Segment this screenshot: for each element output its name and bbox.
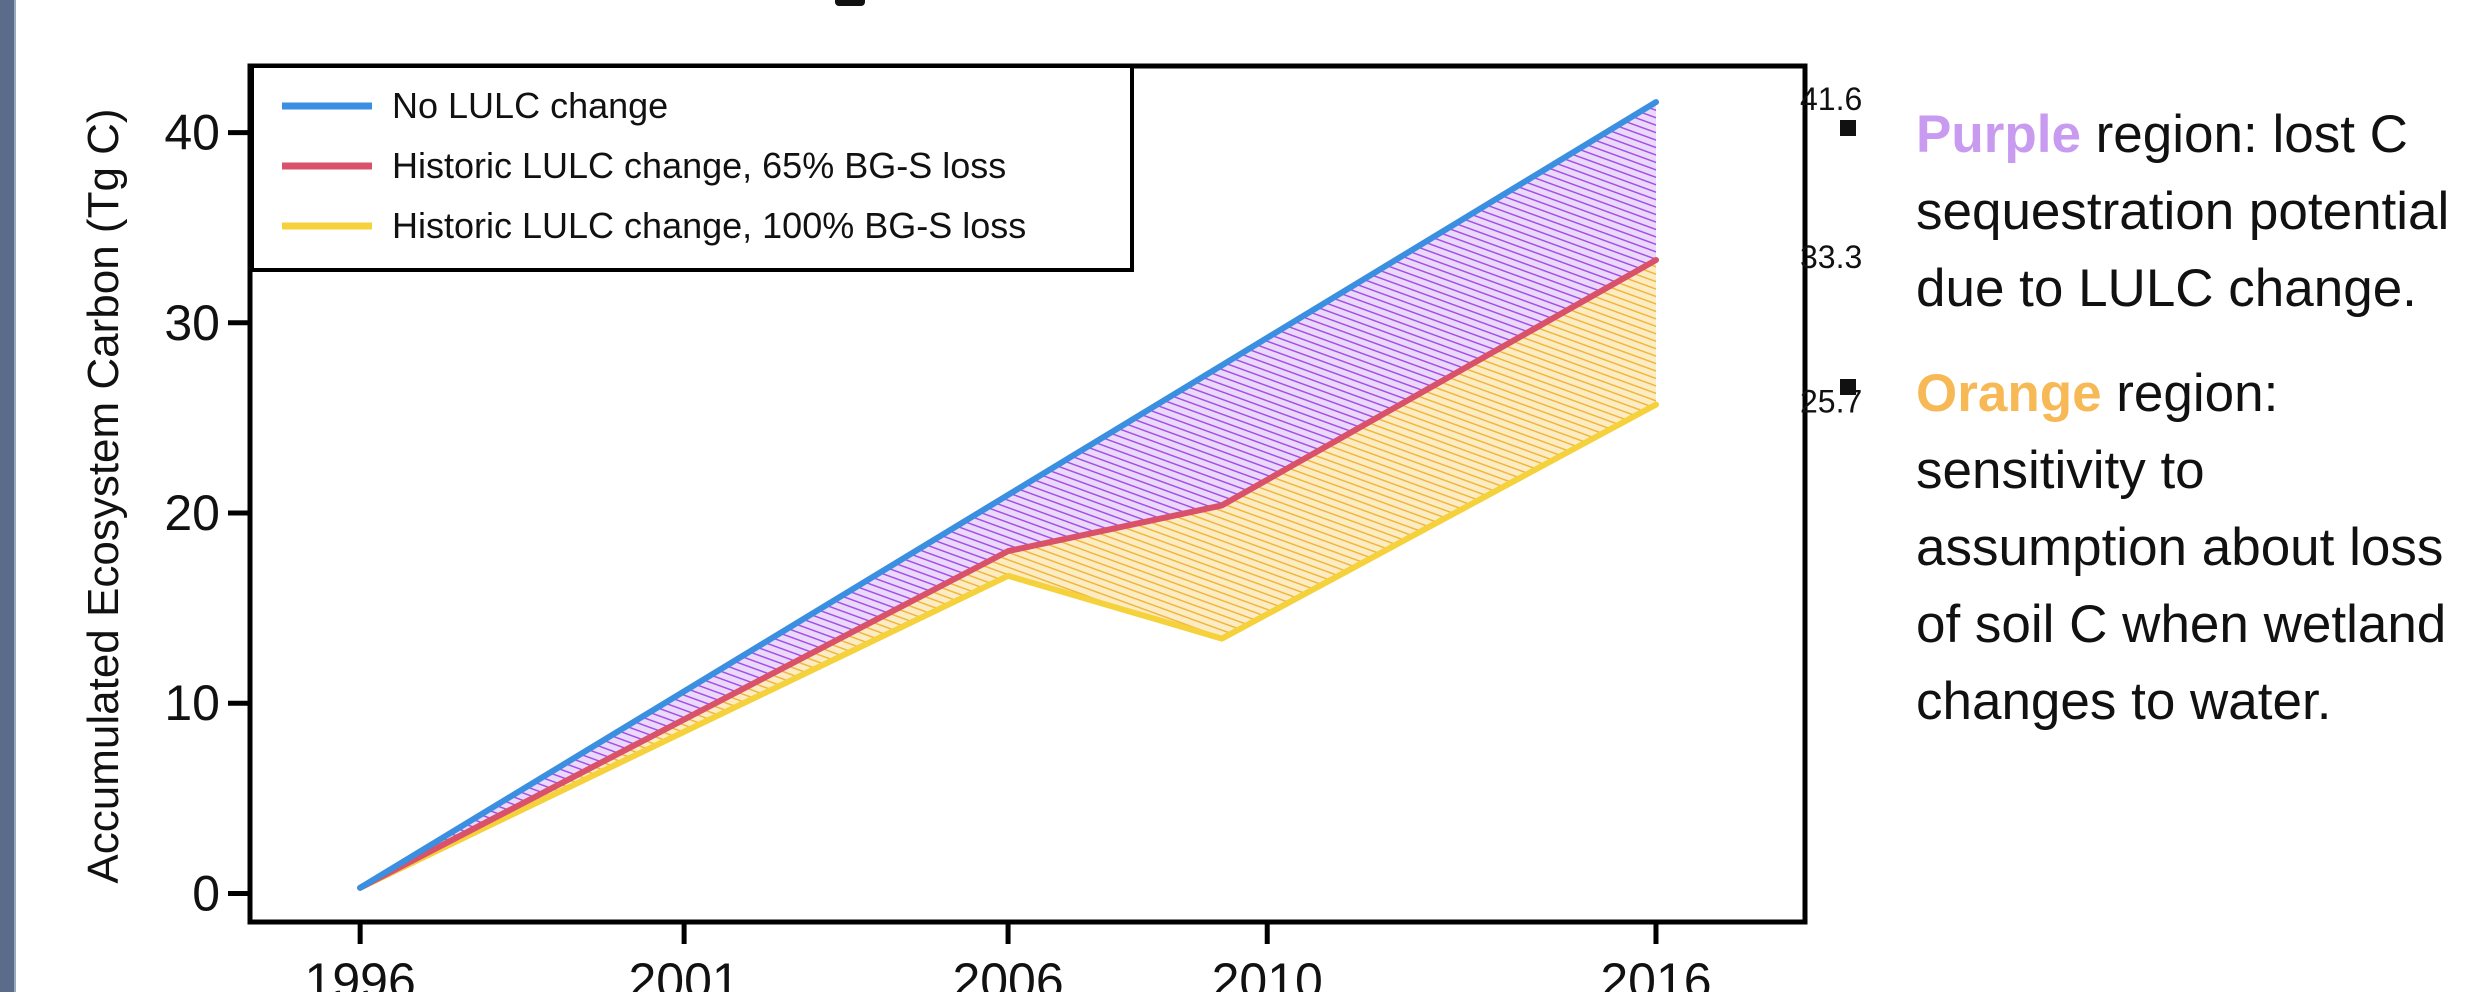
- series-line-0: [357, 99, 1659, 891]
- legend: No LULC change Historic LULC change, 65% …: [250, 64, 1134, 272]
- purple-note-text: region: lost C sequestration potential d…: [1916, 105, 2450, 318]
- bullet-icon: [1840, 379, 1856, 395]
- legend-label: Historic LULC change, 100% BG-S loss: [392, 205, 1026, 246]
- end-value-label: 41.6: [1800, 81, 1862, 117]
- series-line-1: [357, 257, 1659, 891]
- x-tick-label: 1996: [305, 953, 416, 992]
- legend-label: No LULC change: [392, 85, 668, 126]
- slide-left-edge: [0, 0, 14, 992]
- purple-keyword: Purple: [1916, 105, 2081, 164]
- y-tick-label: 10: [164, 675, 220, 731]
- end-value-label: 33.3: [1800, 239, 1862, 275]
- x-tick-label: 2001: [628, 953, 739, 992]
- slide-edge-highlight: [14, 0, 16, 992]
- x-tick-label: 2016: [1600, 953, 1711, 992]
- y-tick-label: 40: [164, 105, 220, 161]
- legend-box: [250, 64, 1134, 272]
- y-tick-label: 20: [164, 485, 220, 541]
- orange-note-text: region: sensitivity to assumption about …: [1916, 364, 2447, 731]
- cropped-title-fragment: [835, 0, 865, 6]
- y-tick-label: 30: [164, 295, 220, 351]
- note-purple: Purple region: lost C sequestration pote…: [1840, 96, 2460, 327]
- orange-keyword: Orange: [1916, 364, 2102, 423]
- legend-label: Historic LULC change, 65% BG-S loss: [392, 145, 1006, 186]
- y-tick-label: 0: [192, 865, 220, 921]
- x-tick-label: 2006: [952, 953, 1063, 992]
- y-axis-title: Accumulated Ecosystem Carbon (Tg C): [79, 108, 128, 883]
- note-orange: Orange region: sensitivity to assumption…: [1840, 355, 2460, 740]
- x-tick-label: 2010: [1212, 953, 1323, 992]
- bullet-icon: [1840, 120, 1856, 136]
- notes-panel: Purple region: lost C sequestration pote…: [1840, 96, 2460, 768]
- series-line-2: [357, 401, 1659, 891]
